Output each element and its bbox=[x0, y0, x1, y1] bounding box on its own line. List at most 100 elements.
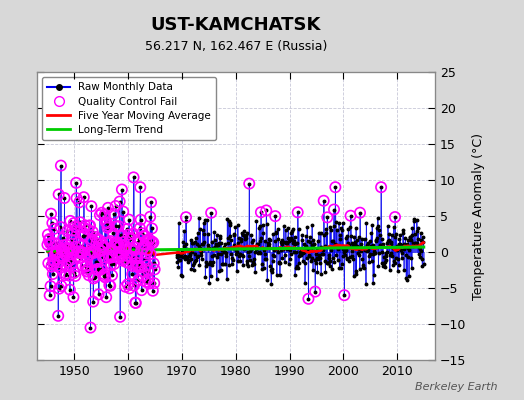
Point bbox=[143, 262, 151, 269]
Point bbox=[108, 272, 116, 278]
Point bbox=[141, 279, 150, 285]
Point bbox=[132, 254, 140, 260]
Point bbox=[124, 281, 132, 288]
Point bbox=[95, 237, 104, 243]
Point bbox=[68, 228, 77, 234]
Point bbox=[43, 242, 52, 248]
Point bbox=[104, 205, 112, 211]
Point bbox=[64, 258, 72, 265]
Point bbox=[73, 224, 81, 231]
Point bbox=[46, 240, 54, 247]
Point bbox=[84, 250, 92, 256]
Point bbox=[331, 184, 340, 190]
Point bbox=[60, 195, 69, 201]
Point bbox=[120, 245, 128, 251]
Point bbox=[80, 194, 88, 200]
Point bbox=[119, 208, 127, 215]
Point bbox=[89, 298, 97, 305]
Point bbox=[124, 232, 133, 238]
Point bbox=[123, 253, 131, 259]
Point bbox=[89, 229, 97, 235]
Point bbox=[130, 282, 138, 289]
Point bbox=[135, 262, 143, 269]
Point bbox=[52, 250, 60, 257]
Point bbox=[59, 235, 67, 241]
Point bbox=[92, 240, 101, 246]
Point bbox=[78, 242, 86, 249]
Point bbox=[108, 254, 117, 260]
Point bbox=[56, 265, 64, 271]
Point bbox=[257, 209, 265, 216]
Point bbox=[90, 248, 99, 255]
Point bbox=[73, 253, 82, 259]
Point bbox=[63, 250, 72, 256]
Point bbox=[131, 300, 139, 306]
Point bbox=[74, 239, 83, 246]
Point bbox=[107, 261, 115, 267]
Point bbox=[356, 210, 364, 216]
Point bbox=[61, 252, 70, 258]
Point bbox=[70, 270, 79, 276]
Point bbox=[76, 219, 84, 226]
Point bbox=[52, 249, 61, 256]
Point bbox=[47, 210, 55, 217]
Point bbox=[150, 266, 159, 273]
Point bbox=[51, 240, 60, 247]
Point bbox=[97, 210, 106, 216]
Point bbox=[127, 254, 135, 260]
Point bbox=[121, 247, 129, 253]
Point bbox=[85, 222, 93, 229]
Point bbox=[63, 228, 71, 234]
Point bbox=[102, 219, 110, 225]
Point bbox=[91, 234, 100, 240]
Point bbox=[104, 223, 113, 229]
Point bbox=[144, 276, 152, 282]
Point bbox=[75, 199, 83, 206]
Point bbox=[340, 292, 348, 298]
Point bbox=[96, 248, 105, 254]
Point bbox=[53, 249, 61, 255]
Point bbox=[146, 251, 155, 257]
Point bbox=[103, 224, 112, 231]
Point bbox=[62, 242, 71, 248]
Point bbox=[86, 222, 94, 229]
Point bbox=[75, 255, 84, 261]
Point bbox=[117, 232, 126, 238]
Point bbox=[330, 206, 338, 213]
Point bbox=[48, 240, 56, 246]
Point bbox=[81, 232, 89, 238]
Point bbox=[109, 230, 117, 236]
Point bbox=[139, 269, 148, 276]
Point bbox=[56, 224, 64, 230]
Point bbox=[54, 191, 63, 198]
Point bbox=[106, 238, 115, 244]
Point bbox=[130, 247, 139, 254]
Point bbox=[147, 238, 156, 244]
Point bbox=[106, 253, 114, 259]
Point bbox=[85, 252, 94, 258]
Point bbox=[88, 236, 96, 242]
Point bbox=[127, 255, 136, 261]
Point bbox=[71, 223, 79, 230]
Point bbox=[100, 243, 108, 250]
Point bbox=[71, 244, 80, 250]
Point bbox=[81, 264, 90, 270]
Point bbox=[68, 237, 76, 243]
Point bbox=[65, 272, 73, 279]
Point bbox=[132, 300, 140, 306]
Point bbox=[124, 260, 133, 266]
Y-axis label: Temperature Anomaly (°C): Temperature Anomaly (°C) bbox=[472, 132, 485, 300]
Point bbox=[90, 250, 99, 256]
Point bbox=[148, 225, 156, 232]
Point bbox=[101, 274, 110, 281]
Point bbox=[97, 266, 105, 272]
Point bbox=[92, 259, 100, 265]
Point bbox=[125, 216, 133, 223]
Point bbox=[121, 284, 129, 290]
Text: Berkeley Earth: Berkeley Earth bbox=[416, 382, 498, 392]
Point bbox=[103, 220, 111, 226]
Point bbox=[64, 245, 73, 252]
Point bbox=[67, 257, 75, 263]
Point bbox=[57, 283, 66, 289]
Point bbox=[50, 259, 59, 265]
